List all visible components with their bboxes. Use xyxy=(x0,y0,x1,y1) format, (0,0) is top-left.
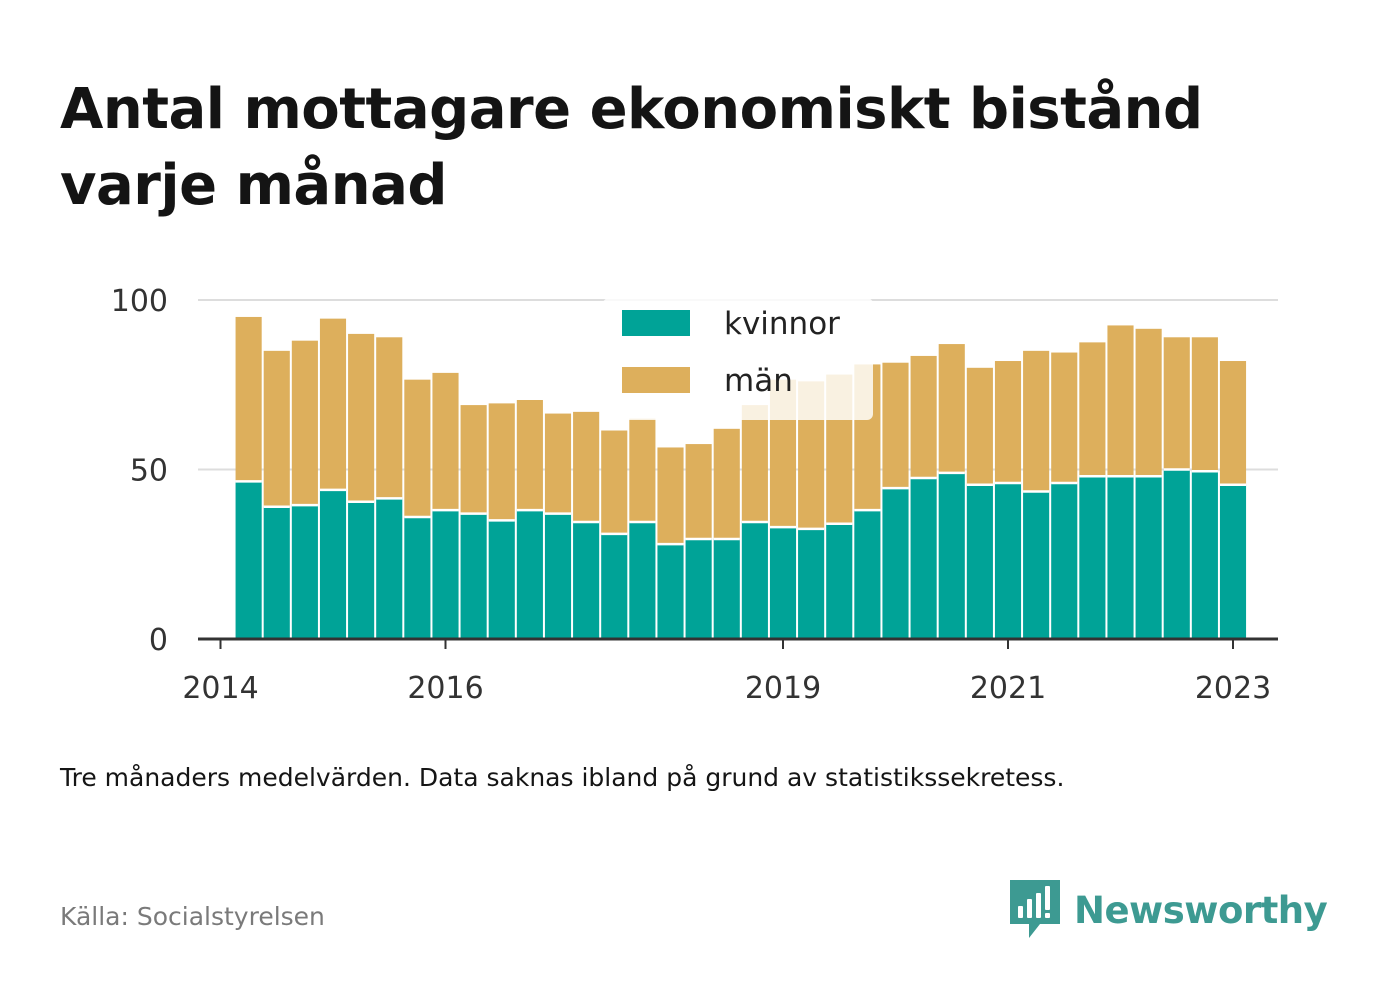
bar-chart-speech-bubble-icon xyxy=(1010,880,1060,938)
legend-label-man: män xyxy=(724,363,793,399)
bar-man xyxy=(516,400,543,511)
bar-kvinnor xyxy=(910,477,937,639)
legend-label-kvinnor: kvinnor xyxy=(724,306,840,342)
bar-man xyxy=(1191,337,1218,472)
bar-kvinnor xyxy=(882,488,909,639)
bar-kvinnor xyxy=(291,505,318,639)
bars xyxy=(235,316,1247,639)
x-tick-label: 2021 xyxy=(970,671,1046,706)
bar-kvinnor xyxy=(573,522,600,639)
bar-kvinnor xyxy=(1135,476,1162,639)
bar-kvinnor xyxy=(404,516,431,639)
bar-man xyxy=(432,372,459,511)
bar-man xyxy=(291,340,318,506)
bar-kvinnor xyxy=(1191,471,1218,639)
bar-kvinnor xyxy=(657,544,684,639)
bar-man xyxy=(1135,328,1162,477)
bar-man xyxy=(966,367,993,485)
bar-kvinnor xyxy=(516,510,543,639)
bar-man xyxy=(882,362,909,489)
stacked-bar-chart: 0 50 100 2014 2016 2019 2021 2023 kvinnor män xyxy=(111,284,1278,706)
bar-kvinnor xyxy=(1051,483,1078,639)
bar-man xyxy=(938,344,965,473)
bar-man xyxy=(1107,325,1134,477)
bar-kvinnor xyxy=(713,538,740,639)
axes: 0 50 100 2014 2016 2019 2021 2023 xyxy=(111,284,1278,706)
bar-kvinnor xyxy=(488,520,515,639)
bar-kvinnor xyxy=(741,522,768,639)
bar-man xyxy=(404,379,431,517)
bar-kvinnor xyxy=(685,538,712,639)
bar-kvinnor xyxy=(826,523,853,639)
legend-swatch-kvinnor xyxy=(622,310,690,336)
bar-man xyxy=(657,447,684,545)
chart-area: 0 50 100 2014 2016 2019 2021 2023 kvinnor män xyxy=(0,270,1382,720)
x-tick-label: 2023 xyxy=(1195,671,1271,706)
bar-man xyxy=(573,411,600,523)
bar-man xyxy=(713,428,740,539)
bar-kvinnor xyxy=(432,510,459,639)
bar-kvinnor xyxy=(460,513,487,639)
bar-man xyxy=(994,361,1022,484)
brand-logo[interactable]: Newsworthy xyxy=(1010,880,1328,940)
legend: kvinnor män xyxy=(603,298,873,420)
bar-kvinnor xyxy=(601,533,628,639)
bar-man xyxy=(544,413,572,514)
x-tick-label: 2019 xyxy=(745,671,821,706)
bar-kvinnor xyxy=(235,481,262,639)
bar-man xyxy=(1163,337,1190,470)
bar-kvinnor xyxy=(1079,476,1106,639)
bar-man xyxy=(910,355,937,478)
bar-kvinnor xyxy=(1107,476,1134,639)
bar-man xyxy=(741,405,768,523)
bar-kvinnor xyxy=(376,498,403,639)
brand-name: Newsworthy xyxy=(1074,888,1328,932)
bar-kvinnor xyxy=(544,513,572,639)
bar-man xyxy=(685,444,712,539)
bar-kvinnor xyxy=(798,528,825,639)
bar-kvinnor xyxy=(1163,469,1190,639)
legend-swatch-man xyxy=(622,367,690,393)
bar-kvinnor xyxy=(263,506,290,639)
bar-man xyxy=(235,316,262,482)
bar-kvinnor xyxy=(319,489,347,639)
bar-man xyxy=(348,333,375,502)
bar-man xyxy=(629,418,656,523)
bar-man xyxy=(460,405,487,514)
bar-kvinnor xyxy=(1023,491,1050,639)
bar-man xyxy=(319,318,347,490)
bar-man xyxy=(488,403,515,521)
x-tick-label: 2014 xyxy=(182,671,258,706)
bar-kvinnor xyxy=(994,483,1022,639)
y-tick-label: 50 xyxy=(130,454,168,489)
y-tick-label: 100 xyxy=(111,284,168,319)
bar-kvinnor xyxy=(1219,484,1247,639)
bar-man xyxy=(1051,352,1078,484)
bar-man xyxy=(263,350,290,507)
bar-man xyxy=(1079,342,1106,477)
bar-kvinnor xyxy=(769,527,797,639)
bar-man xyxy=(376,337,403,499)
x-tick-label: 2016 xyxy=(407,671,483,706)
bar-kvinnor xyxy=(938,472,965,639)
bar-man xyxy=(1023,350,1050,492)
bar-kvinnor xyxy=(966,484,993,639)
chart-note: Tre månaders medelvärden. Data saknas ib… xyxy=(60,763,1065,792)
bar-man xyxy=(1219,361,1247,485)
source-text: Källa: Socialstyrelsen xyxy=(60,902,325,931)
chart-title: Antal mottagare ekonomiskt bistånd varje… xyxy=(60,77,1203,218)
bar-man xyxy=(601,430,628,534)
bar-kvinnor xyxy=(348,501,375,639)
bar-kvinnor xyxy=(854,510,881,639)
bar-kvinnor xyxy=(629,522,656,639)
y-tick-label: 0 xyxy=(149,623,168,658)
